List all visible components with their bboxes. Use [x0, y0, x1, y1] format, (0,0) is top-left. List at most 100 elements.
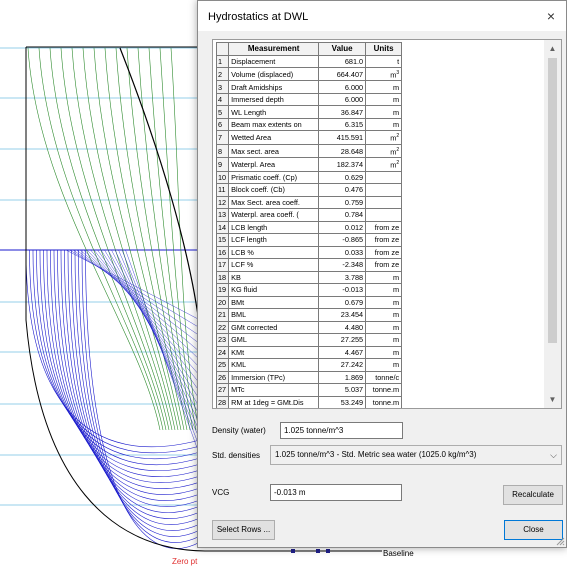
measurement-cell[interactable]: Waterpl. area coeff. ( [228, 208, 320, 222]
value-cell[interactable]: 27.255 [318, 333, 367, 347]
measurement-cell[interactable]: Waterpl. Area [228, 157, 320, 172]
measurement-cell[interactable]: Volume (displaced) [228, 66, 320, 82]
value-cell[interactable]: 0.759 [318, 195, 367, 210]
measurement-cell[interactable]: Max sect. area [228, 143, 320, 159]
units-cell[interactable]: m [365, 283, 403, 297]
measurement-cell[interactable]: Block coeff. (Cb) [228, 183, 320, 197]
table-scrollbar[interactable]: ▲ ▼ [544, 40, 561, 408]
dialog-titlebar[interactable]: Hydrostatics at DWL × [198, 1, 566, 31]
row-index[interactable]: 8 [215, 143, 230, 159]
value-cell[interactable]: 0.012 [318, 220, 367, 235]
value-cell[interactable]: 182.374 [318, 157, 367, 172]
column-header-value[interactable]: Value [318, 42, 367, 56]
table-row[interactable]: 5 WL Length 36.847 m [215, 105, 403, 119]
table-row[interactable]: 2 Volume (displaced) 664.407 m3 [215, 66, 403, 82]
table-row[interactable]: 21 BML 23.454 m [215, 308, 403, 322]
measurement-cell[interactable]: Prismatic coeff. (Cp) [228, 170, 320, 185]
units-cell[interactable]: m [365, 117, 403, 132]
column-header-measurement[interactable]: Measurement [228, 42, 320, 56]
units-cell[interactable]: m2 [365, 143, 403, 159]
column-header-units[interactable]: Units [365, 42, 403, 56]
value-cell[interactable]: -2.348 [318, 258, 367, 272]
measurement-cell[interactable]: WL Length [228, 105, 320, 119]
table-row[interactable]: 6 Beam max extents on 6.315 m [215, 117, 403, 132]
close-button[interactable]: Close [504, 520, 563, 540]
value-cell[interactable]: 36.847 [318, 105, 367, 119]
measurement-cell[interactable]: Max Sect. area coeff. [228, 195, 320, 210]
hydrostatics-table[interactable]: Measurement Value Units 1 Displacement 681… [212, 39, 562, 409]
measurement-cell[interactable]: GML [228, 333, 320, 347]
row-index[interactable]: 25 [215, 358, 230, 372]
value-cell[interactable]: 4.467 [318, 345, 367, 360]
table-row[interactable]: 26 Immersion (TPc) 1.869 tonne/c [215, 370, 403, 385]
value-cell[interactable]: 0.476 [318, 183, 367, 197]
measurement-cell[interactable]: MTc [228, 383, 320, 397]
std-densities-select[interactable]: 1.025 tonne/m^3 - Std. Metric sea water … [270, 445, 562, 465]
table-row[interactable]: 16 LCB % 0.033 from ze [215, 245, 403, 260]
value-cell[interactable]: 23.454 [318, 308, 367, 322]
row-index[interactable]: 17 [215, 258, 230, 272]
table-row[interactable]: 12 Max Sect. area coeff. 0.759 [215, 195, 403, 210]
table-row[interactable]: 1 Displacement 681.0 t [215, 54, 403, 68]
units-cell[interactable]: m [365, 320, 403, 335]
table-row[interactable]: 27 MTc 5.037 tonne.m [215, 383, 403, 397]
measurement-cell[interactable]: KML [228, 358, 320, 372]
table-row[interactable]: 9 Waterpl. Area 182.374 m2 [215, 157, 403, 172]
table-row[interactable]: 20 BMt 0.679 m [215, 295, 403, 310]
units-cell[interactable]: from ze [365, 258, 403, 272]
units-cell[interactable]: tonne/c [365, 370, 403, 385]
units-cell[interactable] [365, 195, 403, 210]
scroll-down-icon[interactable]: ▼ [548, 395, 557, 404]
table-row[interactable]: 10 Prismatic coeff. (Cp) 0.629 [215, 170, 403, 185]
measurement-cell[interactable]: KG fluid [228, 283, 320, 297]
table-row[interactable]: 11 Block coeff. (Cb) 0.476 [215, 183, 403, 197]
measurement-cell[interactable]: Beam max extents on [228, 117, 320, 132]
table-row[interactable]: 15 LCF length -0.865 from ze [215, 233, 403, 247]
value-cell[interactable]: -0.865 [318, 233, 367, 247]
table-row[interactable]: 13 Waterpl. area coeff. (0.784 [215, 208, 403, 222]
value-cell[interactable]: 664.407 [318, 66, 367, 82]
value-cell[interactable]: 5.037 [318, 383, 367, 397]
measurement-cell[interactable]: Draft Amidships [228, 80, 320, 94]
recalculate-button[interactable]: Recalculate [503, 485, 563, 505]
measurement-cell[interactable]: Wetted Area [228, 130, 320, 145]
table-row[interactable]: 8 Max sect. area 28.648 m2 [215, 143, 403, 159]
measurement-cell[interactable]: Immersion (TPc) [228, 370, 320, 385]
units-cell[interactable]: m2 [365, 130, 403, 145]
units-cell[interactable] [365, 208, 403, 222]
units-cell[interactable]: m [365, 295, 403, 310]
row-index[interactable]: 10 [215, 170, 230, 185]
value-cell[interactable]: 0.679 [318, 295, 367, 310]
units-cell[interactable]: from ze [365, 220, 403, 235]
value-cell[interactable]: 6.000 [318, 80, 367, 94]
units-cell[interactable]: from ze [365, 233, 403, 247]
value-cell[interactable]: 53.249 [318, 395, 367, 408]
row-index[interactable]: 9 [215, 157, 230, 172]
measurement-cell[interactable]: BMt [228, 295, 320, 310]
value-cell[interactable]: 0.033 [318, 245, 367, 260]
row-index[interactable]: 6 [215, 117, 230, 132]
measurement-cell[interactable]: RM at 1deg = GMt.Dis [228, 395, 320, 408]
select-rows-button[interactable]: Select Rows ... [212, 520, 275, 540]
row-index[interactable]: 19 [215, 283, 230, 297]
resize-grip-icon[interactable] [555, 536, 565, 546]
measurement-cell[interactable]: LCF % [228, 258, 320, 272]
units-cell[interactable] [365, 183, 403, 197]
table-row[interactable]: 18 KB 3.788 m [215, 270, 403, 285]
row-index[interactable]: 13 [215, 208, 230, 222]
vcg-input[interactable]: -0.013 m [270, 484, 402, 501]
value-cell[interactable]: 0.784 [318, 208, 367, 222]
value-cell[interactable]: 4.480 [318, 320, 367, 335]
value-cell[interactable]: 28.648 [318, 143, 367, 159]
value-cell[interactable]: 415.591 [318, 130, 367, 145]
units-cell[interactable]: t [365, 54, 403, 68]
row-index[interactable]: 12 [215, 195, 230, 210]
row-index[interactable]: 15 [215, 233, 230, 247]
scrollbar-thumb[interactable] [548, 58, 557, 343]
value-cell[interactable]: 0.629 [318, 170, 367, 185]
units-cell[interactable]: m [365, 80, 403, 94]
measurement-cell[interactable]: LCF length [228, 233, 320, 247]
table-row[interactable]: 19 KG fluid -0.013 m [215, 283, 403, 297]
table-row[interactable]: 14 LCB length 0.012 from ze [215, 220, 403, 235]
